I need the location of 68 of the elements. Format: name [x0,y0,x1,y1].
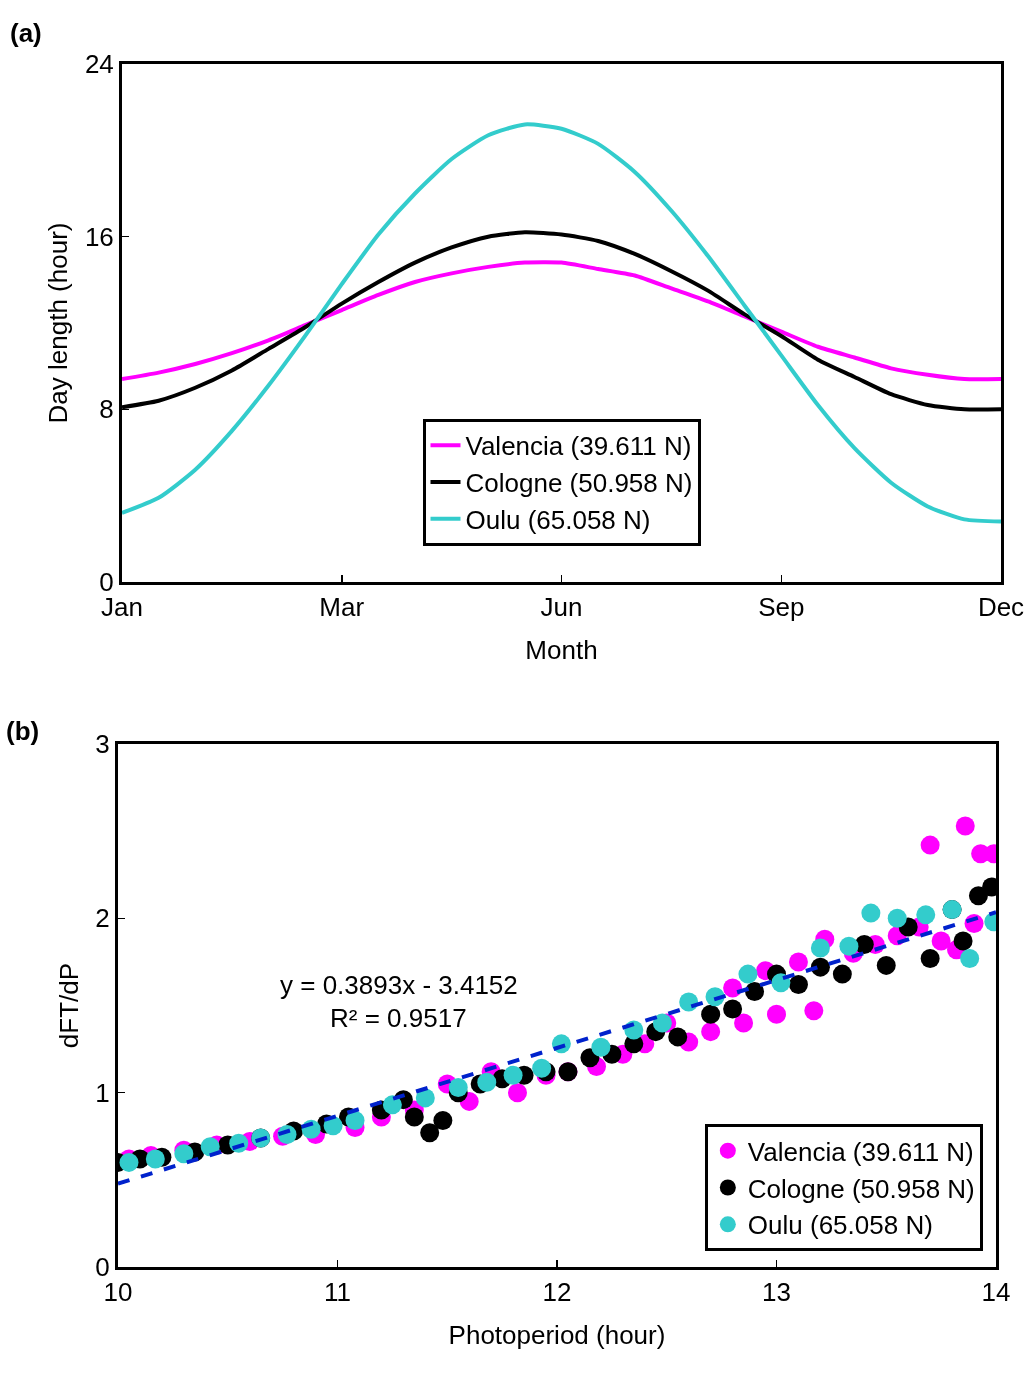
y-tick-label: 1 [95,1077,110,1108]
point [433,1111,453,1131]
legend-label: Cologne (50.958 N) [465,468,693,499]
point [953,931,973,951]
y-tick-label: 3 [95,729,110,760]
legend-label: Cologne (50.958 N) [747,1173,975,1204]
legend-label: Oulu (65.058 N) [747,1210,933,1241]
point [968,886,988,906]
text: (b) [6,716,40,746]
point [382,1095,402,1115]
x-tick-label: 14 [981,1277,1011,1308]
point [887,908,907,928]
point [788,952,808,972]
legend-label: Oulu (65.058 N) [465,504,651,535]
y-axis-title: dFT/dP [53,962,84,1049]
point [861,903,881,923]
point [920,835,940,855]
point [738,964,758,984]
point [804,1001,824,1021]
point [415,1088,435,1108]
x-tick-label: 12 [542,1277,572,1308]
point [508,1083,527,1103]
x-tick-label: Jun [540,592,583,623]
point [810,938,830,958]
point [960,948,980,968]
y-tick-label: 2 [95,903,110,934]
y-axis-title: Day length (hour) [43,222,74,424]
x-axis-title: Photoperiod (hour) [448,1319,666,1350]
point [839,936,859,956]
point [477,1072,497,1092]
point [404,1107,424,1127]
x-tick-label: 13 [762,1277,791,1308]
point [420,1123,440,1143]
point [734,1013,754,1033]
point [767,1004,786,1024]
point [955,816,975,836]
x-tick-label: Sep [758,592,805,623]
annotation: R² = 0.9517 [330,1003,467,1033]
point [931,931,951,951]
point [771,973,791,993]
point [832,964,852,984]
annotation: y = 0.3893x - 3.4152 [280,970,518,1000]
y-tick-label: 24 [84,49,114,80]
x-tick-label: Mar [319,592,365,623]
point [503,1065,523,1085]
x-axis-title: Month [525,634,598,665]
point [916,905,936,925]
point [920,948,940,968]
point [345,1111,365,1131]
legend-label: Valencia (39.611 N) [747,1136,974,1167]
y-tick-label: 8 [99,394,114,425]
legend-label: Valencia (39.611 N) [465,431,692,462]
point [652,1013,672,1033]
point [448,1077,468,1097]
point [591,1037,611,1057]
point [876,955,896,975]
point [701,1022,721,1042]
point [788,975,808,995]
point [723,978,743,998]
point [668,1027,688,1047]
point [723,999,743,1019]
line-series [122,260,1001,382]
x-tick-label: 11 [324,1277,351,1308]
y-tick-label: 16 [84,221,114,252]
text: (a) [10,18,42,48]
x-tick-label: Dec [977,592,1025,623]
point [701,1004,721,1024]
point [745,982,765,1002]
